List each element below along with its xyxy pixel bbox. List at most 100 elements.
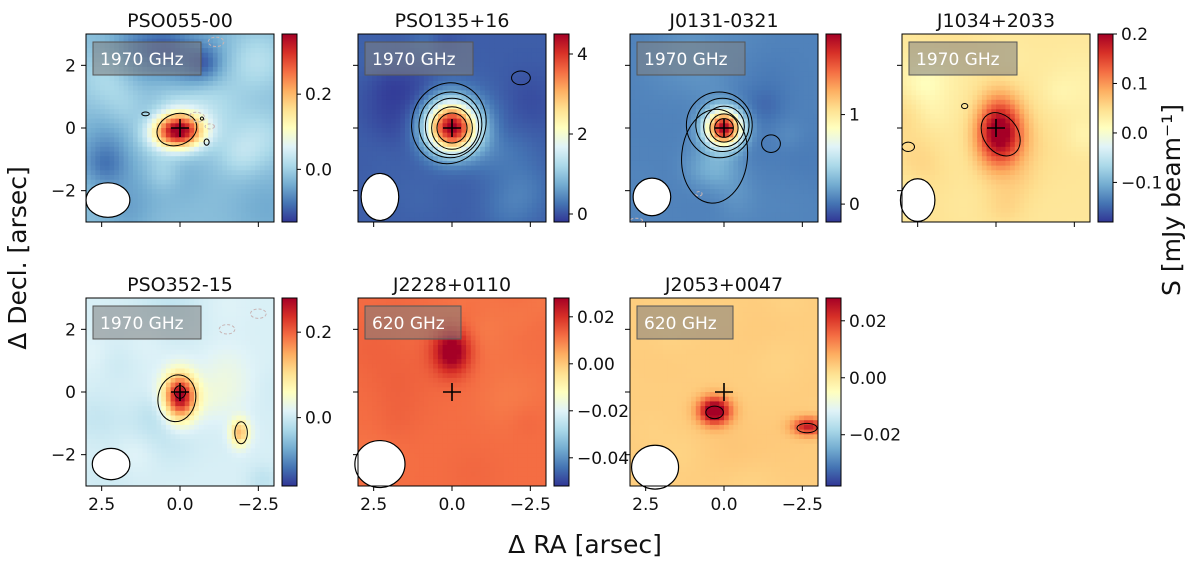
heatmap-pixel: [414, 95, 420, 101]
heatmap-pixel: [409, 184, 415, 190]
heatmap-pixel: [428, 193, 434, 200]
heatmap-pixel: [161, 113, 167, 120]
heatmap-pixel: [269, 81, 274, 87]
heatmap-pixel: [513, 123, 519, 129]
heatmap-pixel: [184, 109, 190, 115]
heatmap-pixel: [231, 34, 237, 40]
heatmap-pixel: [911, 34, 917, 40]
heatmap-pixel: [705, 118, 711, 124]
heatmap-pixel: [513, 109, 519, 115]
heatmap-pixel: [691, 175, 697, 181]
heatmap-pixel: [95, 160, 101, 167]
heatmap-pixel: [639, 113, 645, 120]
heatmap-pixel: [648, 142, 655, 148]
heatmap-pixel: [480, 203, 486, 209]
heatmap-pixel: [114, 217, 120, 222]
heatmap-pixel: [161, 203, 167, 209]
heatmap-pixel: [90, 90, 96, 96]
heatmap-pixel: [475, 198, 481, 204]
contour-line: [424, 97, 480, 156]
heatmap-pixel: [241, 151, 247, 157]
heatmap-pixel: [489, 203, 495, 209]
heatmap-pixel: [161, 118, 167, 124]
heatmap-pixel: [372, 128, 378, 134]
heatmap-pixel: [269, 48, 274, 54]
heatmap-pixel: [789, 137, 796, 143]
heatmap-pixel: [724, 198, 730, 204]
panel-title: PSO055-00: [127, 10, 233, 32]
heatmap-pixel: [630, 207, 636, 214]
heatmap-pixel: [541, 146, 546, 153]
heatmap-pixel: [771, 217, 777, 222]
heatmap-pixel: [198, 113, 205, 120]
heatmap-pixel: [198, 137, 205, 143]
heatmap-pixel: [142, 165, 148, 171]
heatmap-pixel: [789, 189, 796, 195]
contour-line: [411, 82, 487, 165]
heatmap-pixel: [499, 156, 505, 162]
heatmap-pixel: [803, 43, 810, 49]
heatmap-pixel: [771, 109, 777, 115]
heatmap-pixel: [180, 146, 186, 153]
heatmap-pixel: [90, 128, 96, 134]
heatmap-pixel: [775, 128, 781, 134]
heatmap-pixel: [808, 207, 814, 214]
heatmap-pixel: [376, 90, 383, 96]
heatmap-pixel: [461, 146, 467, 153]
heatmap-pixel: [259, 137, 266, 143]
heatmap-pixel: [724, 156, 730, 162]
heatmap-pixel: [118, 160, 125, 167]
heatmap-pixel: [419, 184, 425, 190]
heatmap-pixel: [470, 189, 477, 195]
heatmap-pixel: [250, 179, 256, 185]
heatmap-pixel: [147, 90, 153, 96]
heatmap-pixel: [695, 184, 702, 190]
heatmap-pixel: [780, 207, 786, 214]
heatmap-pixel: [264, 203, 270, 209]
heatmap-pixel: [255, 66, 261, 73]
heatmap-pixel: [681, 151, 687, 157]
heatmap-pixel: [658, 104, 664, 110]
heatmap-pixel: [175, 128, 181, 134]
heatmap-pixel: [165, 146, 172, 153]
heatmap-pixel: [259, 217, 266, 222]
heatmap-pixel: [442, 85, 448, 91]
heatmap-pixel: [653, 85, 659, 91]
heatmap-pixel: [452, 142, 458, 148]
heatmap-pixel: [700, 38, 706, 44]
heatmap-pixel: [686, 95, 692, 101]
heatmap-pixel: [114, 132, 120, 138]
heatmap-pixel: [475, 151, 481, 157]
heatmap-pixel: [194, 146, 200, 153]
heatmap-pixel: [517, 165, 524, 171]
heatmap-pixel: [771, 34, 777, 40]
heatmap-pixel: [531, 52, 538, 59]
heatmap-pixel: [203, 175, 209, 181]
heatmap-pixel: [358, 62, 364, 68]
heatmap-pixel: [231, 71, 237, 77]
heatmap-pixel: [142, 85, 148, 91]
heatmap-pixel: [362, 132, 368, 138]
heatmap-pixel: [672, 146, 678, 153]
heatmap-pixel: [452, 85, 458, 91]
heatmap-pixel: [508, 118, 514, 124]
heatmap-pixel: [423, 109, 430, 115]
heatmap-pixel: [503, 217, 509, 222]
heatmap-pixel: [714, 123, 720, 129]
heatmap-pixel: [536, 85, 542, 91]
heatmap-pixel: [756, 113, 763, 120]
heatmap-pixel: [264, 132, 270, 138]
heatmap-pixel: [531, 104, 538, 110]
heatmap-pixel: [480, 52, 486, 59]
heatmap-pixel: [241, 81, 247, 87]
heatmap-pixel: [109, 146, 115, 153]
heatmap-pixel: [452, 137, 458, 143]
heatmap-pixel: [794, 99, 800, 106]
heatmap-pixel: [414, 109, 420, 115]
heatmap-pixel: [672, 104, 678, 110]
heatmap-pixel: [489, 123, 495, 129]
heatmap-pixel: [227, 38, 233, 44]
heatmap-pixel: [667, 118, 673, 124]
heatmap-pixel: [480, 123, 486, 129]
